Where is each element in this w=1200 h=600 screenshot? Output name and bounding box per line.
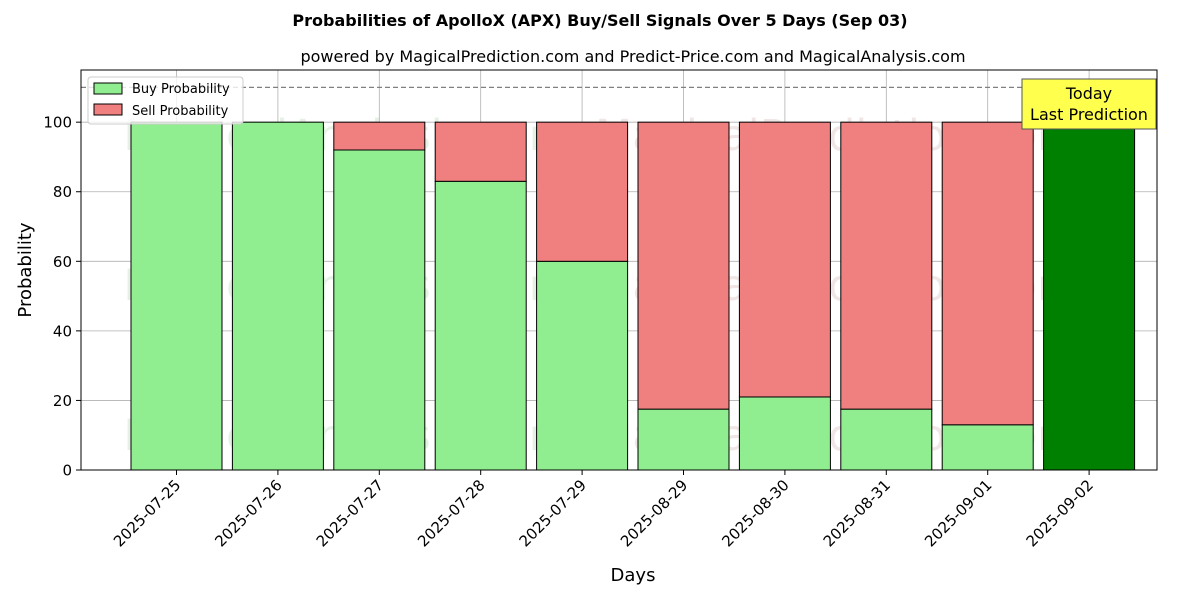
y-tick-label: 80 — [53, 183, 72, 201]
y-tick-label: 100 — [43, 114, 72, 132]
y-tick-label: 20 — [53, 392, 72, 410]
bar-buy-2025-07-26 — [231, 121, 324, 471]
x-tick-label: 2025-08-31 — [820, 476, 894, 550]
x-tick-label: 2025-08-30 — [718, 476, 792, 550]
annotation-line-2: Last Prediction — [1030, 105, 1148, 124]
x-tick-label: 2025-07-29 — [516, 476, 590, 550]
bar-buy-2025-07-29 — [536, 260, 629, 471]
legend: Buy Probability Sell Probability — [87, 76, 244, 125]
x-tick-label: 2025-08-29 — [617, 476, 691, 550]
x-axis-label: Days — [611, 565, 656, 586]
bar-buy-2025-08-29 — [637, 408, 730, 471]
chart-title: Probabilities of ApolloX (APX) Buy/Sell … — [292, 11, 907, 30]
bar-buy-2025-09-01 — [941, 424, 1034, 471]
legend-frame — [87, 76, 244, 125]
bar-sell-2025-08-31 — [840, 121, 933, 410]
bar-buy-2025-07-28 — [434, 180, 527, 471]
bar-buy-2025-09-02 — [1043, 121, 1136, 471]
annotation-line-1: Today — [1065, 84, 1112, 103]
x-axis: 2025-07-25 2025-07-26 2025-07-27 2025-07-28… — [110, 470, 1097, 550]
x-tick-label: 2025-09-02 — [1023, 476, 1097, 550]
chart-subtitle: powered by MagicalPrediction.com and Pre… — [300, 47, 965, 66]
bar-sell-2025-07-29 — [536, 121, 629, 262]
x-tick-label: 2025-07-28 — [414, 476, 488, 550]
y-axis: 0 20 40 60 80 100 — [43, 114, 81, 480]
legend-swatch-buy — [93, 82, 123, 95]
bar-sell-2025-07-27 — [333, 121, 426, 151]
bar-sell-2025-08-30 — [738, 121, 831, 398]
y-tick-label: 60 — [53, 253, 72, 271]
legend-swatch-sell — [93, 103, 123, 116]
x-tick-label: 2025-07-27 — [313, 476, 387, 550]
y-axis-label: Probability — [15, 222, 36, 317]
y-tick-label: 0 — [62, 462, 72, 480]
today-annotation: Today Last Prediction — [1021, 78, 1157, 130]
x-tick-label: 2025-07-26 — [211, 476, 285, 550]
bar-sell-2025-09-01 — [941, 121, 1034, 426]
bar-sell-2025-08-29 — [637, 121, 730, 410]
y-tick-label: 40 — [53, 322, 72, 340]
bar-sell-2025-07-28 — [434, 121, 527, 182]
x-tick-label: 2025-07-25 — [110, 476, 184, 550]
bar-buy-2025-07-25 — [130, 121, 223, 471]
annotation-box — [1021, 78, 1157, 130]
legend-label-sell: Sell Probability — [132, 104, 229, 119]
x-tick-label: 2025-09-01 — [921, 476, 995, 550]
plot-frame — [80, 69, 1158, 471]
bar-buy-2025-07-27 — [333, 149, 426, 471]
bar-buy-2025-08-31 — [840, 408, 933, 471]
legend-label-buy: Buy Probability — [132, 82, 230, 97]
bar-buy-2025-08-30 — [738, 396, 831, 471]
bars — [130, 121, 1136, 471]
